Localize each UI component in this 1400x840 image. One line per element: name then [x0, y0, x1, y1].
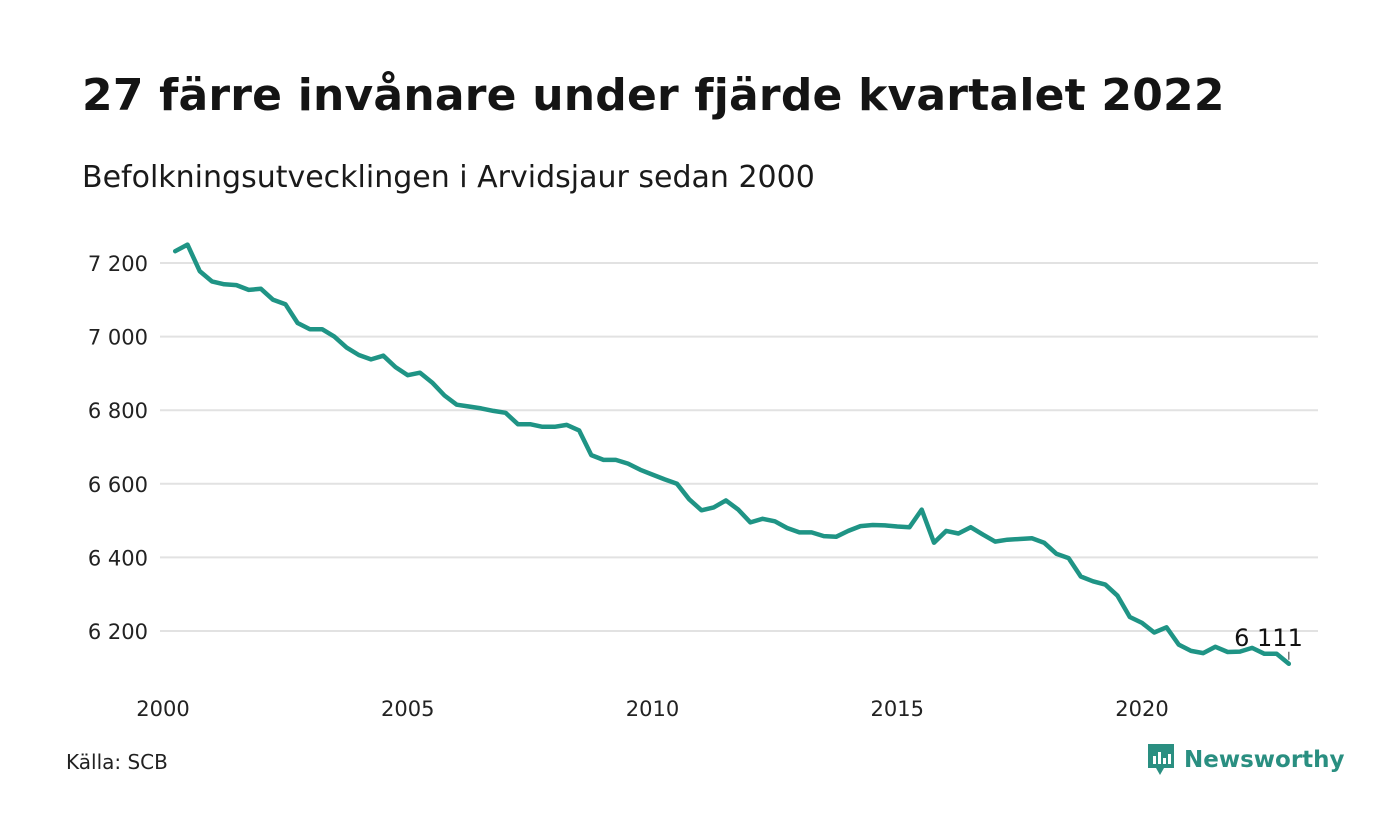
y-tick-label: 6 600 [88, 473, 148, 497]
y-axis: 6 200 6 400 6 600 6 800 7 000 7 200 [88, 252, 148, 644]
newsworthy-logo-icon [1148, 744, 1174, 775]
x-tick-label: 2020 [1115, 697, 1168, 721]
y-tick-label: 7 200 [88, 252, 148, 276]
chart-title: 27 färre invånare under fjärde kvartalet… [82, 70, 1225, 121]
x-axis: 2000 2005 2010 2015 2020 [136, 697, 1168, 721]
annotation-layer: 6 111 [1234, 624, 1303, 660]
y-tick-label: 6 800 [88, 399, 148, 423]
grid-layer [160, 262, 1318, 632]
chart-subtitle: Befolkningsutvecklingen i Arvidsjaur sed… [82, 160, 815, 195]
end-value-label: 6 111 [1234, 624, 1303, 652]
y-tick-label: 7 000 [88, 326, 148, 350]
series-layer [172, 242, 1292, 667]
x-tick-label: 2015 [871, 697, 924, 721]
source-note: Källa: SCB [66, 750, 168, 774]
x-tick-label: 2005 [381, 697, 434, 721]
y-tick-label: 6 400 [88, 546, 148, 570]
x-tick-label: 2000 [136, 697, 189, 721]
x-tick-label: 2010 [626, 697, 679, 721]
population-line [172, 242, 1292, 667]
y-tick-label: 6 200 [88, 620, 148, 644]
brand-name: Newsworthy [1184, 747, 1345, 773]
brand-logo[interactable]: Newsworthy [1146, 742, 1345, 778]
